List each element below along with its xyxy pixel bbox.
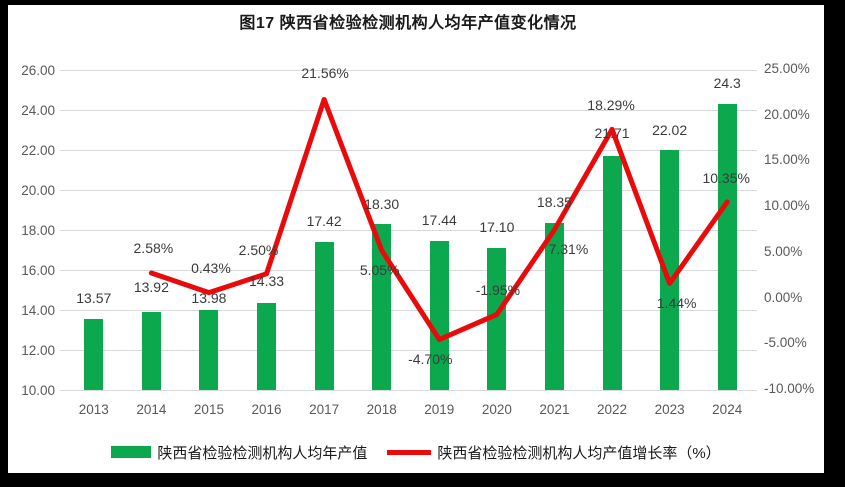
growth-rate-label: 2.50% [238,241,279,258]
bar-2024 [717,104,737,390]
left-axis-tick: 14.00 [21,303,55,318]
bar-value-label: 13.98 [191,290,227,307]
legend: 陕西省检验检测机构人均年产值 陕西省检验检测机构人均产值增长率（%） [8,440,824,464]
bar-value-label: 24.3 [713,75,741,91]
gridline [60,349,757,351]
bar-2017 [314,241,334,390]
bar-2013 [84,318,104,390]
x-axis-tick: 2022 [597,402,628,417]
x-axis-tick: 2023 [654,402,685,417]
line-series-swatch-icon [387,449,432,455]
bar-value-label: 14.33 [249,273,285,290]
x-axis-tick: 2014 [136,402,167,417]
line-series-label: 陕西省检验检测机构人均产值增长率（%） [437,444,721,462]
right-axis-tick: 5.00% [764,243,803,259]
bar-value-label: 18.35 [536,194,572,210]
x-axis-tick: 2018 [366,402,397,417]
bar-value-label: 18.30 [364,196,400,212]
growth-rate-label: 2.58% [133,239,174,256]
right-axis-tick: -5.00% [764,335,807,351]
x-axis-tick: 2017 [309,402,340,417]
bar-value-label: 22.02 [652,121,688,138]
bar-value-label: 17.44 [421,212,457,229]
right-axis-tick: 20.00% [764,106,810,122]
gridline [60,389,757,391]
gridline [60,189,757,191]
growth-rate-label: 5.05% [359,262,400,279]
growth-rate-label: 10.35% [702,169,750,186]
growth-rate-label: 1.44% [656,295,697,312]
right-axis-tick: 15.00% [764,152,810,168]
growth-rate-label: 21.56% [301,65,349,82]
bar-2023 [660,149,680,390]
bar-value-label: 21.71 [594,124,630,141]
legend-item-bar-series: 陕西省检验检测机构人均年产值 [111,442,367,463]
x-axis-tick: 2021 [539,402,570,417]
left-axis-tick: 16.00 [21,263,55,278]
x-axis-tick: 2024 [712,402,743,417]
bar-2019 [429,241,449,390]
right-axis-tick: -10.00% [764,381,815,396]
growth-rate-label: 0.43% [191,259,231,276]
left-axis-tick: 26.00 [21,63,55,78]
left-axis-tick: 22.00 [21,143,55,158]
left-axis-tick: 12.00 [21,343,55,358]
bar-value-label: 13.92 [133,278,169,295]
right-axis-tick: 0.00% [764,289,803,305]
bar-value-label: 17.10 [479,219,515,235]
left-axis-tick: 20.00 [21,183,55,198]
bar-2016 [257,303,277,390]
x-axis-tick: 2015 [193,402,224,417]
growth-rate-label: 7.31% [548,240,589,257]
bar-2014 [141,311,161,390]
x-axis-tick: 2016 [251,402,282,417]
x-axis-tick: 2020 [481,402,512,417]
left-axis-tick: 18.00 [21,223,55,238]
gridline [60,229,757,231]
growth-rate-label: -1.95% [475,282,521,299]
x-axis-tick: 2013 [78,402,109,417]
bar-2022 [602,155,622,390]
right-axis-tick: 10.00% [764,198,810,214]
bar-2020 [487,248,507,390]
gridline [60,109,757,111]
bar-value-label: 17.42 [306,212,342,229]
gridline [60,69,757,71]
gridline [60,149,757,151]
chart-title: 图17 陕西省检验检测机构人均年产值变化情况 [239,15,577,32]
bar-2018 [372,224,392,390]
left-axis-tick: 10.00 [21,383,55,398]
right-axis-tick: 25.00% [764,61,810,76]
bar-value-label: 13.57 [76,289,112,306]
bar-series-label: 陕西省检验检测机构人均年产值 [157,444,368,462]
growth-rate-label: -4.70% [408,350,453,367]
legend-item-line-series: 陕西省检验检测机构人均产值增长率（%） [373,442,721,463]
left-axis-tick: 24.00 [21,103,55,118]
bar-2015 [199,310,219,390]
growth-rate-label: 18.29% [587,97,635,114]
bar-series-swatch-icon [111,446,152,458]
x-axis-tick: 2019 [424,402,455,417]
